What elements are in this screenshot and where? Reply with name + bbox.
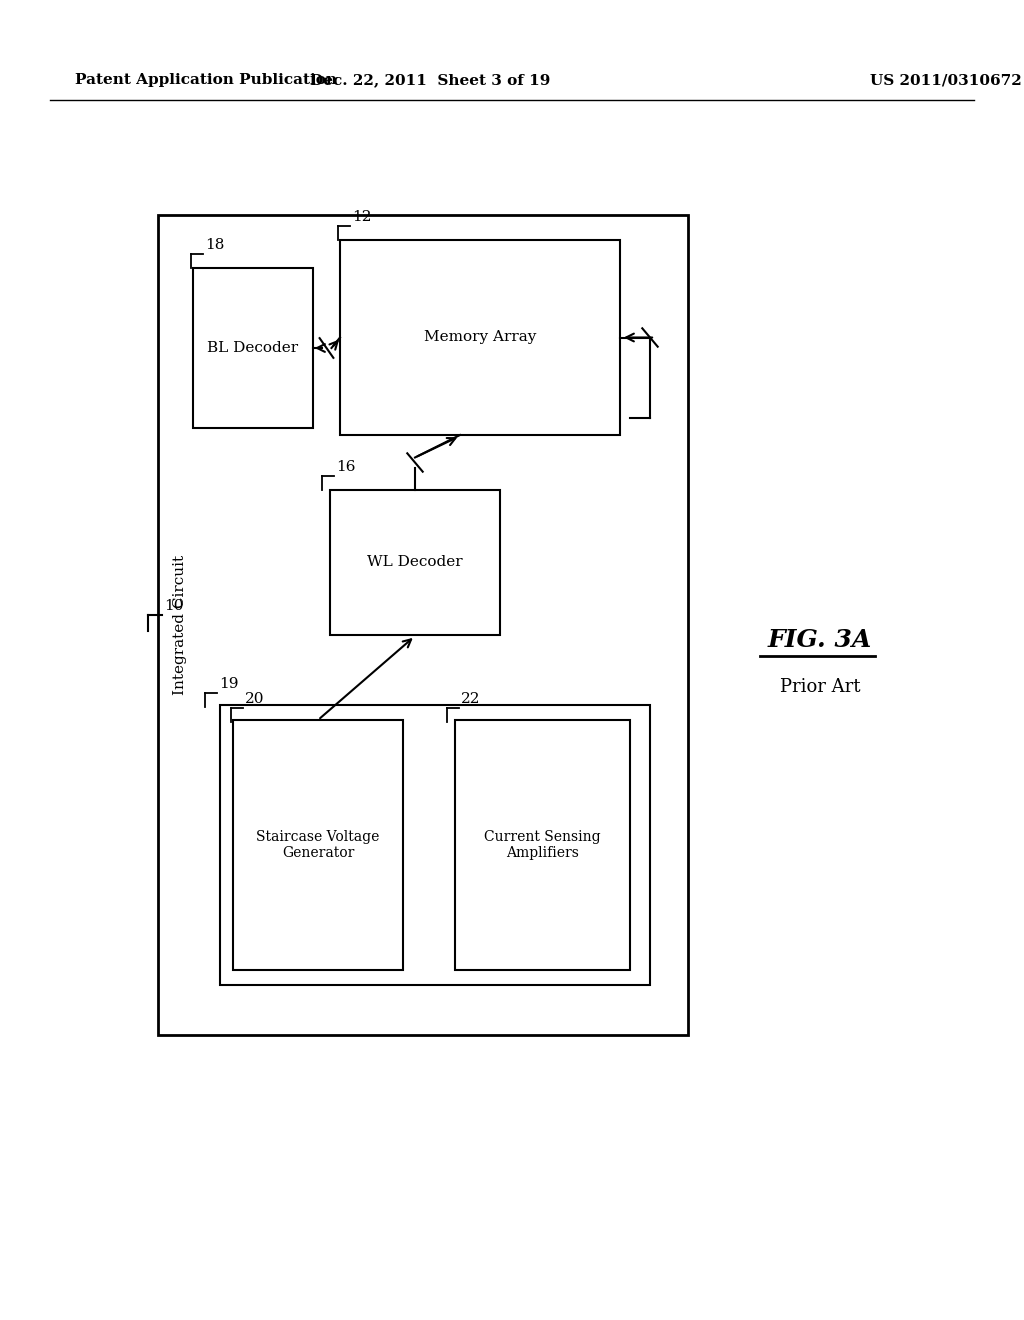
Text: US 2011/0310672 A1: US 2011/0310672 A1: [870, 73, 1024, 87]
Text: 12: 12: [352, 210, 372, 224]
Text: Prior Art: Prior Art: [779, 678, 860, 696]
Text: WL Decoder: WL Decoder: [368, 556, 463, 569]
Bar: [158, 215, 688, 1035]
Text: FIG. 3A: FIG. 3A: [768, 628, 872, 652]
Text: 22: 22: [461, 692, 480, 706]
Text: Patent Application Publication: Patent Application Publication: [75, 73, 337, 87]
Text: 16: 16: [336, 459, 355, 474]
Text: Integrated Circuit: Integrated Circuit: [173, 554, 187, 696]
Text: Dec. 22, 2011  Sheet 3 of 19: Dec. 22, 2011 Sheet 3 of 19: [310, 73, 550, 87]
Bar: [233, 719, 403, 970]
Bar: [220, 705, 650, 985]
Text: Memory Array: Memory Array: [424, 330, 537, 345]
Text: Current Sensing
Amplifiers: Current Sensing Amplifiers: [484, 830, 601, 861]
Bar: [340, 240, 620, 436]
Text: BL Decoder: BL Decoder: [208, 341, 299, 355]
Bar: [193, 268, 313, 428]
Text: 19: 19: [219, 677, 239, 690]
Bar: [330, 490, 500, 635]
Bar: [455, 719, 630, 970]
Text: Staircase Voltage
Generator: Staircase Voltage Generator: [256, 830, 380, 861]
Text: 18: 18: [205, 238, 224, 252]
Text: 20: 20: [245, 692, 264, 706]
Text: 10: 10: [164, 599, 183, 612]
